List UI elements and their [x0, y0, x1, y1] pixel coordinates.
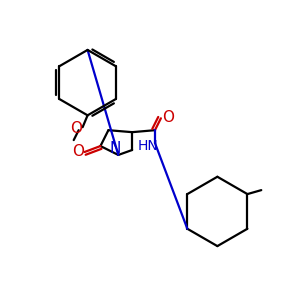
Text: N: N [110, 140, 121, 155]
Text: O: O [70, 121, 82, 136]
Text: HN: HN [138, 139, 158, 153]
Text: O: O [72, 145, 84, 160]
Text: O: O [162, 110, 174, 125]
